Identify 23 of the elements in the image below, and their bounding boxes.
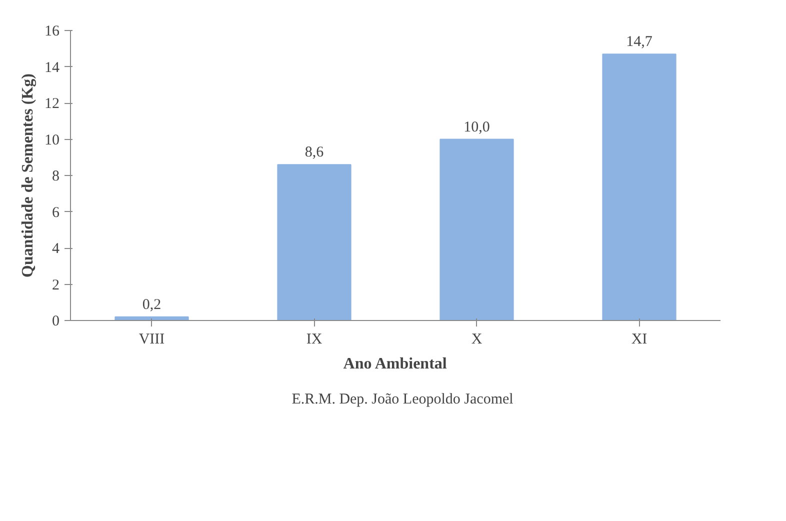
data-label: 0,2 bbox=[142, 296, 162, 313]
y-tick-label: 12 bbox=[44, 96, 60, 112]
y-tick-label: 14 bbox=[44, 60, 60, 76]
y-tick-label: 2 bbox=[52, 277, 60, 294]
y-tick-label: 0 bbox=[52, 314, 60, 330]
bar bbox=[602, 54, 676, 320]
x-tick-label: VIII bbox=[138, 332, 165, 348]
y-tick-label: 6 bbox=[52, 204, 60, 221]
bar bbox=[440, 138, 514, 320]
data-label: 14,7 bbox=[626, 34, 653, 50]
data-label: 10,0 bbox=[464, 119, 490, 136]
x-tick-label: X bbox=[471, 332, 482, 348]
x-tick-label: XI bbox=[631, 332, 648, 348]
data-label: 8,6 bbox=[304, 144, 324, 161]
bar bbox=[277, 164, 352, 320]
y-tick-label: 16 bbox=[44, 24, 60, 40]
y-tick-label: 10 bbox=[44, 132, 60, 148]
text: E.R.M. Dep. João Leopoldo Jacomel bbox=[292, 392, 514, 408]
x-tick-label: IX bbox=[306, 332, 322, 348]
y-axis-title: Quantidade de Sementes (Kg) bbox=[20, 74, 36, 278]
y-tick-label: 8 bbox=[52, 168, 60, 184]
y-tick-label: 4 bbox=[52, 241, 60, 257]
x-axis-title: Ano Ambiental bbox=[343, 356, 448, 372]
